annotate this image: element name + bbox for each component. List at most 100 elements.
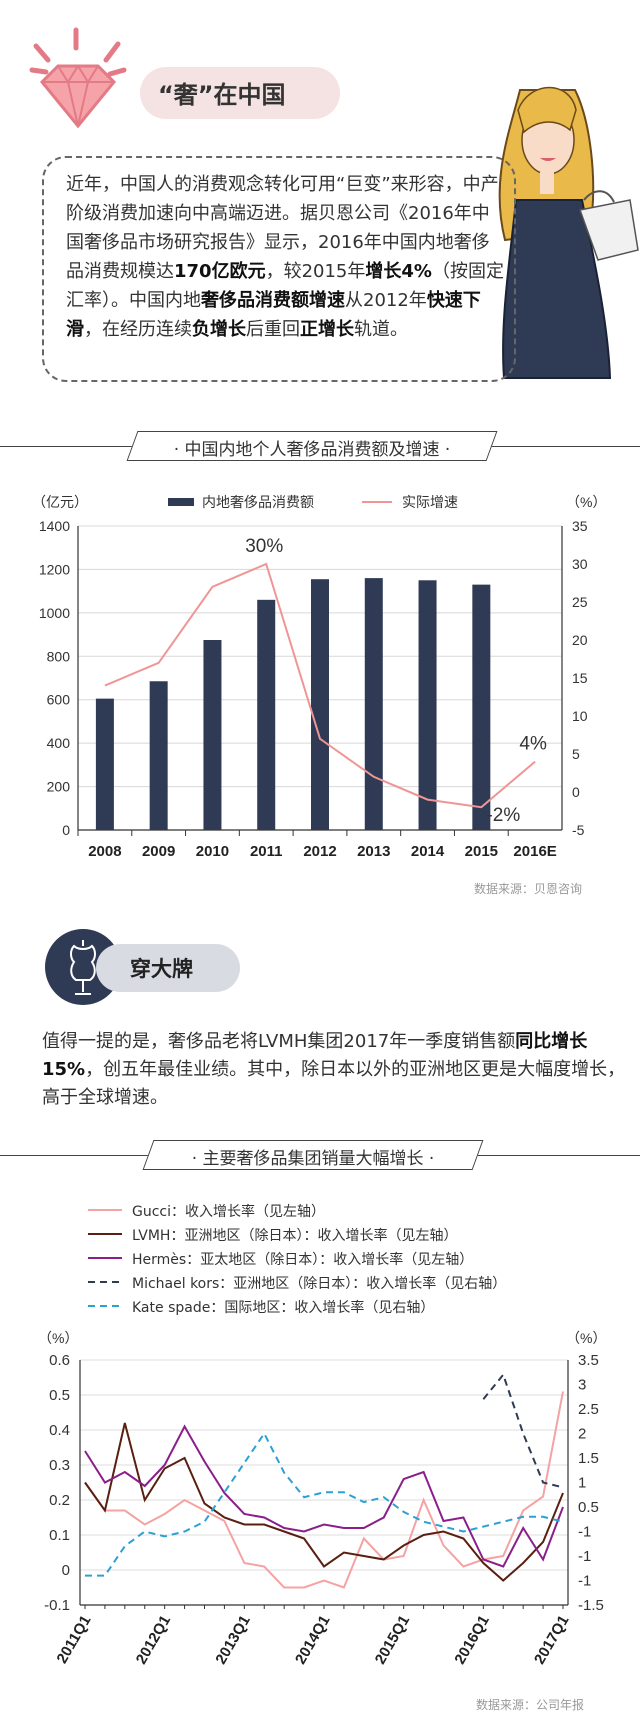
y-tick-label-left: 400 — [47, 735, 71, 751]
y-tick-label-right: 10 — [572, 708, 588, 724]
bar — [418, 580, 437, 830]
chart2-source: 数据来源：公司年报 — [476, 1698, 585, 1712]
y-axis-label-right: （%） — [566, 1330, 606, 1346]
y-tick-label-left: 0.4 — [49, 1422, 70, 1439]
para2-text: 值得一提的是，奢侈品老将LVMH集团2017年一季度销售额 — [42, 1031, 516, 1052]
y-tick-label-right: 30 — [572, 556, 588, 572]
y-axis-label-right: （%） — [566, 494, 606, 510]
y-tick-label-left: 600 — [47, 692, 71, 708]
data-label: -2% — [486, 805, 520, 826]
bar — [472, 584, 491, 830]
x-tick-label: 2009 — [142, 843, 175, 860]
y-tick-label-left: 0.5 — [49, 1387, 70, 1404]
y-tick-label-right: 20 — [572, 632, 588, 648]
intro-text: ，在经历连续 — [84, 319, 192, 340]
y-tick-label-right: 15 — [572, 670, 588, 686]
y-tick-label-right: 25 — [572, 594, 588, 610]
y-tick-label-left: 0.3 — [49, 1457, 70, 1474]
series-line — [85, 1431, 564, 1577]
x-tick-label: 2015 — [465, 843, 498, 860]
y-tick-label-right: 3 — [578, 1377, 586, 1394]
series-line — [84, 1391, 564, 1589]
y-tick-label-left: 0.6 — [49, 1352, 70, 1369]
x-tick-label: 2014 — [411, 843, 445, 860]
intro-text: ，较2015年 — [265, 261, 366, 282]
legend-label: Kate spade：国际地区：收入增长率（见右轴） — [132, 1300, 435, 1316]
series-line — [84, 1422, 564, 1582]
x-tick-label: 2014Q1 — [292, 1613, 333, 1668]
intro-bold: 增长4% — [365, 261, 432, 282]
y-tick-label-right: 5 — [572, 746, 580, 762]
chart1-source: 数据来源：贝恩咨询 — [474, 882, 583, 896]
para2-bold: 同比增长15% — [42, 1031, 588, 1080]
bar — [257, 599, 276, 830]
x-tick-label: 2017Q1 — [531, 1613, 572, 1668]
y-axis-label-left: （%） — [38, 1330, 78, 1346]
x-tick-label: 2015Q1 — [372, 1613, 413, 1668]
intro-text: （按固定汇率）。中国内地 — [66, 261, 504, 311]
x-tick-label: 2016Q1 — [451, 1613, 492, 1668]
y-tick-label-right: -1 — [578, 1548, 591, 1565]
section2-title: 穿大牌 — [130, 957, 193, 981]
bar — [364, 578, 383, 830]
chart2-legend-swatches — [88, 1209, 122, 1307]
diamond-icon — [28, 26, 138, 136]
legend-label: Michael kors：亚洲地区（除日本）：收入增长率（见右轴） — [132, 1276, 507, 1292]
chart2-banner: · 主要奢侈品集团销量大幅增长 · — [142, 1140, 484, 1170]
intro-paragraph: 近年，中国人的消费观念转化可用“巨变”来形容，中产阶级消费加速向中高端迈进。据贝… — [66, 170, 506, 344]
section-title-pill: “奢”在中国 — [140, 67, 340, 119]
intro-text: 后重回 — [246, 319, 300, 340]
y-tick-label-right: -5 — [572, 822, 585, 838]
x-tick-label: 2010 — [196, 843, 229, 860]
x-tick-label: 2011Q1 — [53, 1613, 94, 1667]
y-tick-label-right: -1 — [578, 1573, 591, 1590]
intro-text: 轨道。 — [354, 319, 408, 340]
x-tick-label: 2012Q1 — [133, 1613, 174, 1668]
y-tick-label-right: 0 — [572, 784, 580, 800]
x-tick-label: 2011 — [250, 843, 283, 860]
data-label: 30% — [245, 536, 283, 557]
section-title: “奢”在中国 — [158, 81, 286, 109]
section2-title-pill: 穿大牌 — [96, 944, 240, 992]
y-tick-label-left: 200 — [47, 779, 71, 795]
x-tick-label: 2013 — [357, 843, 390, 860]
y-tick-label-right: 1 — [578, 1475, 586, 1492]
chart1-banner-text: · 中国内地个人奢侈品消费额及增速 · — [173, 440, 451, 460]
y-axis-label-left: （亿元） — [32, 494, 88, 510]
series-line — [482, 1372, 564, 1489]
y-tick-label-right: 3.5 — [578, 1352, 599, 1369]
data-label: 4% — [519, 734, 547, 755]
y-tick-label-left: 800 — [47, 648, 71, 664]
chart2: （%） （%） -0.1 0 0.1 0.2 0.3 0.4 0.5 0.6 -1.5 -1 -1 -1 0… — [38, 1330, 606, 1668]
y-tick-label-right: -1 — [578, 1524, 591, 1541]
intro-bold: 170亿欧元 — [174, 261, 266, 282]
y-tick-label-right: 0.5 — [578, 1499, 599, 1516]
y-tick-label-left: 1200 — [39, 561, 70, 577]
series-line — [104, 562, 536, 809]
bar — [95, 698, 114, 830]
intro-bold: 快速下滑 — [66, 290, 481, 340]
y-tick-label-right: 2.5 — [578, 1401, 599, 1418]
legend-label: Hermès：亚太地区（除日本）：收入增长率（见左轴） — [132, 1252, 474, 1268]
legend-label-line: 实际增速 — [402, 494, 458, 510]
x-tick-label: 2008 — [88, 843, 121, 860]
x-tick-label: 2013Q1 — [212, 1613, 253, 1668]
intro-bold: 负增长 — [192, 319, 246, 340]
intro-text: 近年，中国人的消费观念转化可用“巨变”来形容，中产阶级消费加速向中高端迈进。据贝… — [66, 174, 499, 282]
woman-illustration — [480, 60, 640, 380]
para2-text: ，创五年最佳业绩。其中，除日本以外的亚洲地区更是大幅度增长，高于全球增速。 — [42, 1059, 626, 1108]
y-tick-label-left: 0.2 — [49, 1492, 70, 1509]
y-tick-label-right: -1.5 — [578, 1597, 604, 1614]
y-tick-label-right: 35 — [572, 518, 588, 534]
paragraph-2: 值得一提的是，奢侈品老将LVMH集团2017年一季度销售额同比增长15%，创五年… — [42, 1028, 632, 1112]
y-tick-label-left: -0.1 — [44, 1597, 70, 1614]
x-tick-label: 2012 — [303, 843, 336, 860]
y-tick-label-right: 2 — [578, 1426, 586, 1443]
series-line — [84, 1424, 564, 1568]
x-tick-label: 2016E — [513, 843, 556, 860]
intro-text: 从2012年 — [345, 290, 427, 311]
chart1-banner: · 中国内地个人奢侈品消费额及增速 · — [126, 431, 498, 461]
y-tick-label-left: 1000 — [39, 605, 70, 621]
intro-box — [42, 156, 516, 382]
y-tick-label-left: 0 — [62, 822, 70, 838]
